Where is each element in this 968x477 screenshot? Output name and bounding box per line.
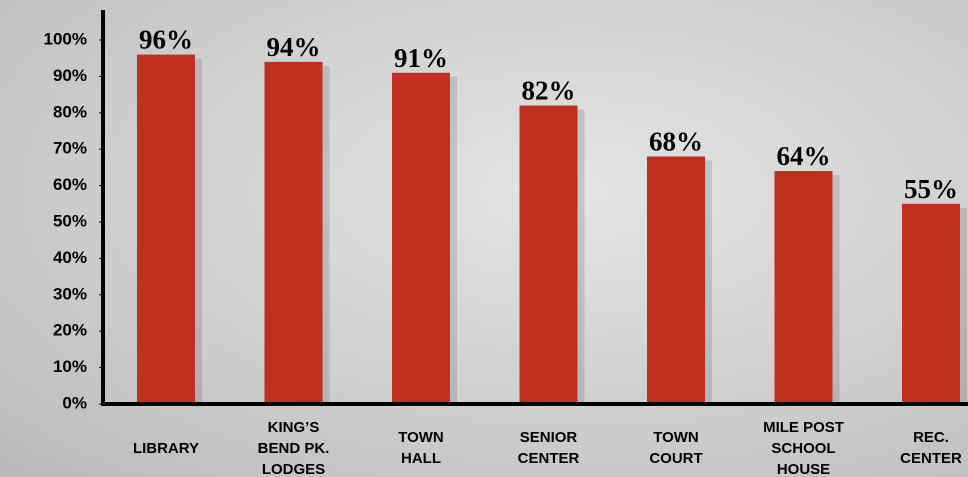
x-tick-label: SENIOR CENTER — [489, 412, 609, 477]
bar — [520, 106, 578, 404]
value-label: 68% — [649, 126, 703, 156]
y-tick-label: 100% — [44, 29, 87, 48]
bar — [775, 171, 833, 404]
y-tick-label: 20% — [53, 321, 87, 340]
y-tick-label: 40% — [53, 248, 87, 267]
chart-svg: 0% 10% 20% 30% 40% 50% 60% 70% 80% 90% 100% 96% 94% 9… — [0, 0, 968, 477]
x-tick-label: TOWN HALL — [361, 412, 481, 477]
bar — [137, 55, 195, 404]
y-tick-label: 80% — [53, 102, 87, 121]
y-tick-label: 60% — [53, 175, 87, 194]
value-label: 91% — [394, 43, 448, 73]
x-tick-label: KING’S BEND PK. LODGES — [234, 412, 354, 477]
value-label: 55% — [904, 174, 958, 204]
y-tick-label: 10% — [53, 357, 87, 376]
y-tick-label: 90% — [53, 66, 87, 85]
y-tick-label: 30% — [53, 284, 87, 303]
bar — [902, 204, 960, 404]
value-label: 94% — [267, 32, 321, 62]
bar — [392, 73, 450, 404]
value-label: 82% — [522, 76, 576, 106]
bar — [647, 156, 705, 404]
y-tick-label: 70% — [53, 139, 87, 158]
chart: 0% 10% 20% 30% 40% 50% 60% 70% 80% 90% 100% 96% 94% 9… — [0, 0, 968, 477]
y-tick-label: 50% — [53, 211, 87, 230]
x-tick-label: REC. CENTER — [871, 412, 968, 477]
value-label: 64% — [777, 141, 831, 171]
y-tick-label: 0% — [62, 393, 87, 412]
bar — [265, 62, 323, 404]
x-tick-label: MILE POST SCHOOL HOUSE — [744, 412, 864, 477]
x-tick-label: TOWN COURT — [616, 412, 736, 477]
x-tick-label: LIBRARY — [106, 412, 226, 477]
value-label: 96% — [139, 25, 193, 55]
